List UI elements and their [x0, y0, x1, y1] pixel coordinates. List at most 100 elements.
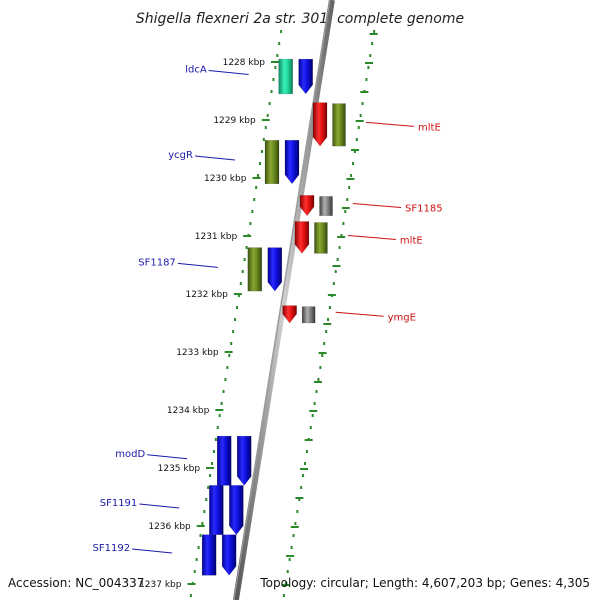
gene-leader-line: [365, 121, 415, 127]
ruler-dot: [201, 522, 204, 525]
ruler-dot: [286, 570, 289, 573]
gene-block: [314, 222, 328, 254]
ruler-dot: [237, 294, 240, 297]
ruler-tick-label: 1237 kbp: [139, 580, 182, 590]
ruler-dot: [226, 366, 229, 369]
ruler-dot: [211, 462, 213, 465]
ruler-tick: [196, 525, 205, 527]
ruler-dot: [284, 582, 287, 585]
ruler-dot: [296, 510, 299, 513]
gene-leader-line: [335, 311, 384, 317]
ruler-dot: [189, 594, 192, 597]
ruler-dot: [253, 198, 256, 201]
ruler-dash: [323, 323, 332, 325]
gene-arrow: [312, 102, 328, 147]
ruler-dot: [340, 234, 343, 237]
gene-label[interactable]: SF1187: [138, 257, 176, 268]
ruler-dot: [290, 546, 293, 549]
ruler-dash: [309, 410, 318, 412]
ruler-dot: [220, 402, 223, 405]
ruler-dot: [321, 354, 324, 357]
gene-block: [278, 58, 293, 95]
ruler-tick: [206, 467, 215, 469]
ruler-dot: [369, 54, 372, 57]
ruler-dash: [313, 381, 322, 383]
ruler-dot: [222, 390, 225, 393]
gene-label[interactable]: modD: [115, 449, 145, 460]
ruler-dot: [197, 546, 200, 549]
ruler-tick: [224, 351, 233, 353]
ruler-dot: [334, 270, 337, 273]
gene-leader-line: [352, 203, 402, 209]
ruler-dot: [214, 438, 217, 441]
ruler-dash: [281, 584, 290, 586]
ruler-dash: [286, 555, 295, 557]
ruler-dot: [309, 426, 312, 429]
gene-label[interactable]: SF1191: [100, 498, 138, 509]
ruler-dot: [280, 30, 283, 33]
gene-block: [216, 435, 232, 486]
ruler-dash: [351, 149, 360, 151]
ruler-dot: [336, 258, 339, 261]
gene-leader-line: [194, 155, 236, 161]
ruler-dot: [268, 102, 271, 105]
backbone: [232, 0, 335, 600]
ruler-dot: [203, 510, 206, 513]
map-title: Shigella flexneri 2a str. 301, complete …: [136, 11, 464, 27]
ruler-dot: [294, 522, 297, 525]
accession-label: Accession: NC_004337: [8, 576, 144, 590]
ruler-dot: [249, 222, 252, 225]
gene-arrow: [282, 305, 297, 324]
gene-label[interactable]: mltE: [400, 235, 423, 246]
ruler-dash: [332, 265, 341, 267]
ruler-dot: [328, 306, 331, 309]
ruler-dot: [276, 54, 279, 57]
ruler-tick: [233, 293, 242, 295]
gene-label[interactable]: ldcA: [185, 65, 207, 76]
ruler-dot: [361, 102, 364, 105]
ruler-dot: [371, 42, 374, 45]
ruler-dash: [346, 178, 355, 180]
gene-arrow: [298, 58, 313, 95]
gene-label[interactable]: mltE: [418, 122, 441, 133]
gene-arrow: [267, 247, 283, 292]
ruler-tick-label: 1234 kbp: [167, 406, 210, 416]
ruler-tick: [252, 177, 261, 179]
ruler-dot: [251, 210, 254, 213]
ruler-dot: [304, 462, 306, 465]
ruler-dash: [300, 468, 309, 470]
gene-label[interactable]: SF1192: [93, 543, 131, 554]
ruler-dot: [264, 126, 267, 129]
gene-leader-line: [139, 503, 180, 509]
ruler-tick: [187, 583, 196, 585]
ruler-dot: [338, 246, 341, 249]
ruler-dash: [337, 236, 346, 238]
ruler-dot: [235, 306, 238, 309]
ruler-dot: [234, 318, 237, 321]
gene-block: [209, 485, 224, 535]
ruler-dot: [243, 258, 246, 261]
ruler-tick-label: 1230 kbp: [204, 174, 247, 184]
gene-leader-line: [147, 454, 188, 460]
gene-label[interactable]: ycgR: [168, 150, 193, 161]
ruler-dot: [323, 342, 326, 345]
ruler-dot: [278, 42, 281, 45]
ruler-dash: [365, 62, 373, 64]
ruler-dot: [346, 198, 349, 201]
ruler-dot: [359, 114, 362, 117]
ruler-dash: [327, 294, 336, 296]
ruler-dot: [241, 270, 244, 273]
gene-block: [301, 306, 316, 324]
ruler-tick: [215, 409, 224, 411]
ruler-dash: [369, 33, 378, 35]
ruler-dot: [216, 426, 219, 429]
ruler-tick-label: 1235 kbp: [158, 464, 201, 474]
gene-label[interactable]: SF1185: [405, 204, 443, 215]
gene-label[interactable]: ymgE: [388, 312, 416, 323]
ruler-dot: [282, 594, 285, 597]
ruler-tick: [243, 235, 252, 237]
ruler-dot: [373, 30, 376, 33]
genome-summary: Topology: circular; Length: 4,607,203 bp…: [259, 576, 590, 590]
ruler-dot: [262, 138, 265, 141]
